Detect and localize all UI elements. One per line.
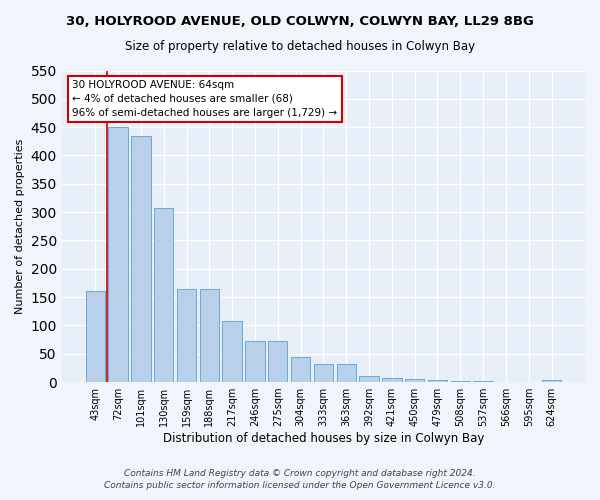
- Bar: [405, 380, 424, 382]
- Text: 30 HOLYROOD AVENUE: 64sqm
← 4% of detached houses are smaller (68)
96% of semi-d: 30 HOLYROOD AVENUE: 64sqm ← 4% of detach…: [72, 80, 337, 118]
- Bar: [428, 380, 447, 382]
- Bar: [86, 292, 105, 382]
- Y-axis label: Number of detached properties: Number of detached properties: [15, 138, 25, 314]
- Bar: [382, 378, 401, 382]
- Bar: [359, 376, 379, 382]
- Bar: [268, 340, 287, 382]
- X-axis label: Distribution of detached houses by size in Colwyn Bay: Distribution of detached houses by size …: [163, 432, 484, 445]
- Bar: [245, 340, 265, 382]
- Bar: [314, 364, 333, 382]
- Bar: [131, 136, 151, 382]
- Bar: [177, 288, 196, 382]
- Bar: [451, 381, 470, 382]
- Text: Contains HM Land Registry data © Crown copyright and database right 2024.
Contai: Contains HM Land Registry data © Crown c…: [104, 468, 496, 489]
- Bar: [337, 364, 356, 382]
- Bar: [291, 356, 310, 382]
- Text: 30, HOLYROOD AVENUE, OLD COLWYN, COLWYN BAY, LL29 8BG: 30, HOLYROOD AVENUE, OLD COLWYN, COLWYN …: [66, 15, 534, 28]
- Bar: [473, 381, 493, 382]
- Bar: [200, 288, 219, 382]
- Bar: [542, 380, 561, 382]
- Bar: [154, 208, 173, 382]
- Bar: [109, 127, 128, 382]
- Bar: [223, 321, 242, 382]
- Text: Size of property relative to detached houses in Colwyn Bay: Size of property relative to detached ho…: [125, 40, 475, 53]
